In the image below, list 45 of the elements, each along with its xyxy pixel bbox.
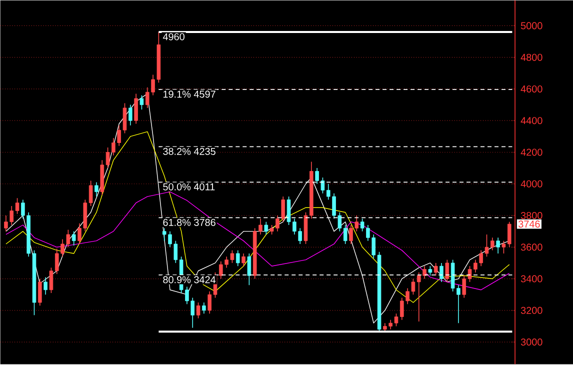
y-tick-label: 3400 (520, 275, 542, 283)
candlestick (94, 182, 98, 198)
candlestick (88, 180, 93, 207)
candlestick (72, 231, 76, 246)
y-tick-label: 4600 (520, 86, 542, 93)
candlestick (264, 222, 268, 236)
candlestick (440, 262, 444, 283)
ref-line-label: 61.8% 3786 (163, 219, 216, 226)
candlestick (236, 250, 240, 267)
candlestick (134, 94, 138, 124)
y-tick-label: 4200 (520, 148, 542, 156)
candlestick (428, 266, 432, 276)
candlestick (128, 104, 132, 126)
annotation: 3746 (518, 220, 540, 228)
y-tick-label: 3000 (520, 338, 542, 346)
y-tick-label: 5000 (520, 22, 542, 30)
candlestick (507, 222, 512, 248)
ref-line-label: 80.9% 3424 (163, 276, 216, 284)
candlestick (38, 278, 42, 306)
y-tick-label: 3200 (520, 307, 542, 314)
ref-line-label: 19.1% 4597 (163, 90, 216, 98)
candlestick (242, 253, 246, 267)
line-series (6, 132, 510, 304)
candlestick (49, 268, 54, 294)
candlestick (502, 240, 506, 254)
y-tick-label: 3800 (520, 212, 542, 220)
candlestick (44, 277, 48, 296)
candlestick (462, 275, 466, 298)
y-tick-label: 4000 (520, 180, 542, 188)
y-tick-label: 3600 (520, 244, 542, 251)
ref-line-label: 38.2% 4235 (163, 148, 216, 156)
candlestick (202, 302, 206, 314)
candlestick (445, 260, 450, 283)
candlestick (434, 262, 438, 276)
y-tick-label: 4400 (520, 117, 542, 124)
candlestick (247, 253, 252, 286)
ref-line-label: 4960 (162, 33, 184, 40)
ref-line-label: 50.0% 4011 (163, 184, 215, 191)
candlestick (496, 237, 500, 254)
candlestick (196, 302, 200, 319)
y-tick-label: 4800 (520, 54, 542, 62)
candlestick (343, 224, 348, 245)
line-series (6, 192, 510, 290)
candlestick (140, 95, 144, 110)
candlestick (15, 198, 20, 215)
